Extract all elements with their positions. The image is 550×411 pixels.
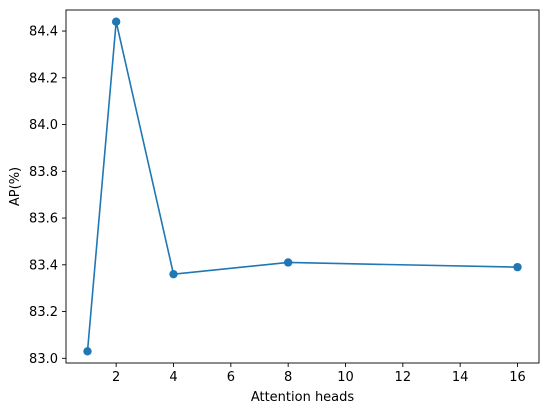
data-point [83,347,92,356]
y-tick-label: 83.4 [29,258,58,273]
x-tick-label: 16 [509,370,526,385]
plot-frame [65,9,540,364]
plot-area [66,10,539,363]
x-tick-label: 2 [112,370,120,385]
x-tick-label: 14 [452,370,469,385]
y-tick-label: 83.6 [29,212,58,227]
y-tick-label: 83.8 [29,165,58,180]
data-point [169,269,178,279]
x-tick-label: 8 [284,370,292,385]
y-tick-label: 84.2 [29,71,58,86]
y-axis-ticks: 83.0 83.2 83.4 83.6 83.8 84.0 84.2 84.4 [29,25,66,367]
data-point [513,262,522,272]
y-tick-label: 84.4 [29,25,58,40]
y-tick-label: 83.2 [29,305,58,320]
series-group [83,17,522,356]
y-tick-label: 83.0 [29,352,58,367]
x-tick-label: 10 [337,370,354,385]
y-tick-label: 84.0 [29,118,58,133]
x-tick-label: 6 [227,370,235,385]
x-tick-label: 4 [169,370,177,385]
data-point [111,17,121,26]
y-axis-label: AP(%) [8,167,23,206]
x-tick-label: 12 [395,370,412,385]
x-axis-ticks: 2 4 6 8 10 12 14 16 [112,363,526,385]
data-point [283,258,293,267]
x-axis-label: Attention heads [251,390,355,405]
